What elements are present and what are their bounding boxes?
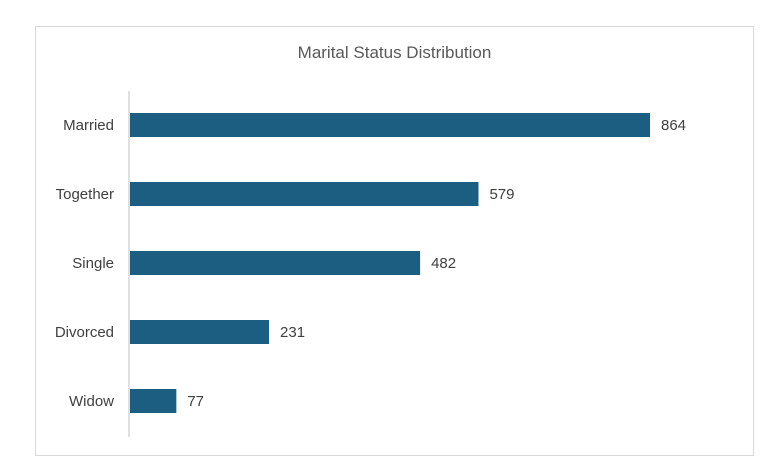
- bar-series: Married 864 Together 579 Single 482 Divorced 23…: [55, 113, 686, 413]
- category-label-married: Married: [63, 117, 114, 134]
- category-label-together: Together: [56, 186, 114, 203]
- chart-frame: Marital Status Distribution Married 864 To…: [35, 26, 754, 456]
- bar-widow: [130, 389, 177, 413]
- category-label-widow: Widow: [69, 393, 114, 410]
- bar-divorced: [130, 320, 270, 344]
- bar-single: [130, 251, 421, 275]
- data-label-together: 579: [489, 186, 514, 203]
- data-label-single: 482: [431, 255, 456, 272]
- category-label-divorced: Divorced: [55, 324, 114, 341]
- bar-married: [130, 113, 650, 137]
- chart-title: Marital Status Distribution: [297, 43, 492, 62]
- data-label-widow: 77: [187, 393, 204, 410]
- chart-plot: Married 864 Together 579 Single 482 Divorced 23…: [55, 91, 686, 437]
- category-label-single: Single: [72, 255, 114, 272]
- bar-together: [130, 182, 479, 206]
- data-label-married: 864: [661, 117, 686, 134]
- data-label-divorced: 231: [280, 324, 305, 341]
